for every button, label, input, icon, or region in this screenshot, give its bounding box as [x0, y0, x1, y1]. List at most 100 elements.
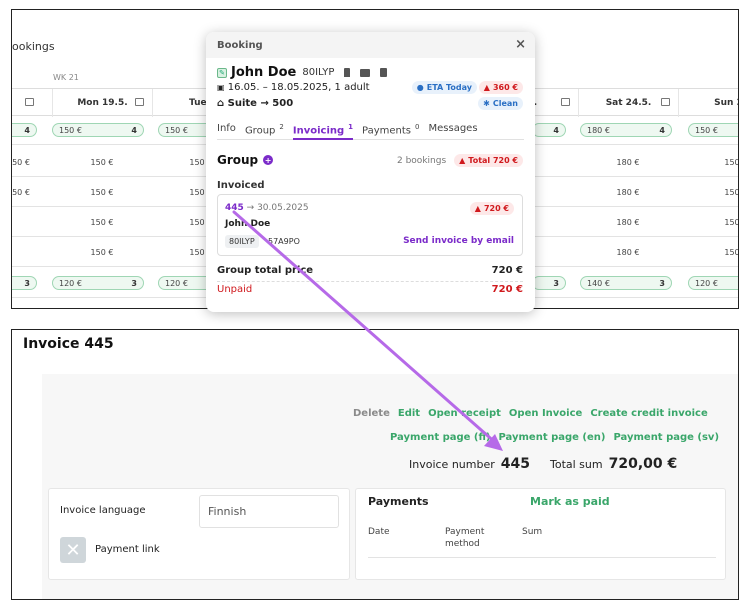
- payment-link-checkbox[interactable]: ✕: [60, 537, 86, 563]
- open-invoice-link[interactable]: Open Invoice: [508, 408, 583, 419]
- availability-pill[interactable]: 150 €: [688, 123, 738, 137]
- payment-page-en-link[interactable]: Payment page (en): [498, 432, 606, 443]
- mark-as-paid-button[interactable]: Mark as paid: [530, 495, 610, 508]
- week-label: WK 21: [53, 73, 79, 82]
- price-cell[interactable]: 150: [189, 157, 205, 167]
- invoice-recipient: John Doe: [225, 219, 271, 229]
- availability-pill[interactable]: 4: [532, 123, 566, 137]
- invoice-date: → 30.05.2025: [246, 203, 309, 213]
- price-cell[interactable]: 50 €: [12, 157, 30, 167]
- availability-pill[interactable]: 120 €: [688, 276, 738, 290]
- price-cell[interactable]: 150: [724, 187, 739, 197]
- group-total-badge: ▲ Total 720 €: [454, 154, 523, 167]
- close-icon[interactable]: ×: [515, 37, 526, 52]
- total-sum-label: Total sum: [550, 458, 603, 471]
- invoice-summary: 445 → 30.05.2025: [225, 203, 309, 213]
- guest-line: ✎ John Doe 80ILYP: [217, 65, 388, 80]
- comment-icon[interactable]: [135, 98, 144, 106]
- add-icon[interactable]: +: [263, 155, 274, 165]
- tab-group[interactable]: Group 2: [244, 123, 284, 137]
- price-cell[interactable]: 180 €: [616, 247, 640, 257]
- payment-page-sv-link[interactable]: Payment page (sv): [613, 432, 720, 443]
- availability-pill[interactable]: 180 €4: [580, 123, 672, 137]
- availability-pill[interactable]: 3: [12, 276, 37, 290]
- close-icon: ✕: [65, 539, 81, 561]
- price-cell[interactable]: 150 €: [90, 217, 114, 227]
- price-cell[interactable]: 180 €: [616, 217, 640, 227]
- invoice-number-label: Invoice number: [409, 458, 495, 471]
- price-cell[interactable]: 150: [189, 217, 205, 227]
- dates-text: 16.05. – 18.05.2025, 1 adult: [227, 82, 370, 93]
- booking-chip[interactable]: 80ILYP: [225, 235, 259, 248]
- print-icon[interactable]: [360, 68, 371, 77]
- availability-pill[interactable]: 140 €3: [580, 276, 672, 290]
- tab-invoicing[interactable]: Invoicing 1: [292, 118, 354, 140]
- price-cell[interactable]: 150 €: [90, 247, 114, 257]
- warning-icon: ▲: [459, 156, 466, 165]
- price-cell[interactable]: 150 €: [90, 187, 114, 197]
- open-receipt-link[interactable]: Open receipt: [428, 408, 501, 419]
- language-label: Invoice language: [60, 505, 146, 516]
- payment-page-fi-link[interactable]: Payment page (fi): [390, 432, 491, 443]
- home-icon: ⌂: [217, 98, 225, 109]
- credit-invoice-link[interactable]: Create credit invoice: [590, 408, 708, 419]
- comment-icon[interactable]: [25, 98, 34, 106]
- day-header[interactable]: Tue 2: [152, 89, 252, 117]
- price-cell[interactable]: 150: [189, 247, 205, 257]
- availability-pill[interactable]: 4: [12, 123, 37, 137]
- warning-icon: ▲: [474, 204, 481, 213]
- edit-link[interactable]: Edit: [397, 408, 421, 419]
- group-total-row: Group total price 720 €: [217, 265, 523, 282]
- price-cell[interactable]: 150: [189, 187, 205, 197]
- room-text: Suite → 500: [227, 98, 294, 109]
- calendar-title: ookings: [12, 40, 55, 53]
- total-sum-value: 720,00 €: [608, 456, 678, 472]
- invoice-number-value: 445: [500, 456, 530, 472]
- payments-card: Payments Mark as paid Date Payment metho…: [355, 488, 726, 580]
- price-cell[interactable]: 150: [724, 217, 739, 227]
- payment-link-label: Payment link: [95, 544, 160, 555]
- booking-tabs: Info Group 2 Invoicing 1 Payments 0 Message…: [217, 118, 524, 140]
- day-header[interactable]: Sat 24.5.: [578, 89, 678, 117]
- balance-badge: ▲ 360 €: [478, 81, 523, 94]
- sparkle-icon: ✱: [483, 99, 490, 108]
- invoice-card[interactable]: 445 → 30.05.2025 ▲ 720 € John Doe 80ILYP …: [217, 194, 523, 256]
- delete-link[interactable]: Delete: [353, 408, 390, 419]
- popover-header: Booking ×: [206, 32, 535, 58]
- eta-badge: ● ETA Today: [411, 81, 477, 94]
- invoice-number-link[interactable]: 445: [225, 203, 244, 213]
- day-header[interactable]: Sun 2: [678, 89, 738, 117]
- availability-pill[interactable]: 150 €4: [52, 123, 144, 137]
- guest-name[interactable]: John Doe: [231, 65, 297, 80]
- price-cell[interactable]: 150: [724, 157, 739, 167]
- comment-icon[interactable]: [561, 98, 570, 106]
- clipboard-icon[interactable]: [380, 68, 388, 77]
- availability-pill[interactable]: 120 €3: [52, 276, 144, 290]
- payments-title: Payments: [368, 495, 429, 508]
- price-cell[interactable]: 150: [724, 247, 739, 257]
- comment-icon[interactable]: [661, 98, 670, 106]
- availability-pill[interactable]: 3: [532, 276, 566, 290]
- tab-payments[interactable]: Payments 0: [362, 123, 420, 137]
- availability-row: 4 150 €4 150 € 4 180 €4 150 €: [12, 118, 738, 145]
- page-title: Invoice 445: [23, 336, 114, 352]
- language-field[interactable]: [199, 495, 339, 528]
- price-cell[interactable]: 50 €: [12, 187, 30, 197]
- edit-icon[interactable]: ✎: [217, 67, 227, 78]
- price-cell[interactable]: 180 €: [616, 157, 640, 167]
- bookmark-icon[interactable]: [344, 68, 351, 77]
- tab-info[interactable]: Info: [217, 123, 236, 134]
- column-header-method: Payment method: [445, 527, 485, 549]
- tab-messages[interactable]: Messages: [428, 123, 478, 134]
- price-cell[interactable]: 180 €: [616, 187, 640, 197]
- day-header[interactable]: [12, 89, 42, 117]
- send-invoice-link[interactable]: Send invoice by email: [403, 236, 514, 246]
- unpaid-row: Unpaid 720 €: [217, 284, 523, 295]
- booking-code: 80ILYP: [302, 67, 335, 78]
- invoice-actions: Delete Edit Open receipt Open Invoice Cr…: [353, 408, 708, 419]
- booking-chip[interactable]: 57A9PO: [268, 237, 300, 246]
- invoice-amount-badge: ▲ 720 €: [469, 202, 514, 215]
- price-cell[interactable]: 150 €: [90, 157, 114, 167]
- invoice-settings-card: Invoice language ✕ Payment link: [48, 488, 350, 580]
- day-header[interactable]: Mon 19.5.: [52, 89, 152, 117]
